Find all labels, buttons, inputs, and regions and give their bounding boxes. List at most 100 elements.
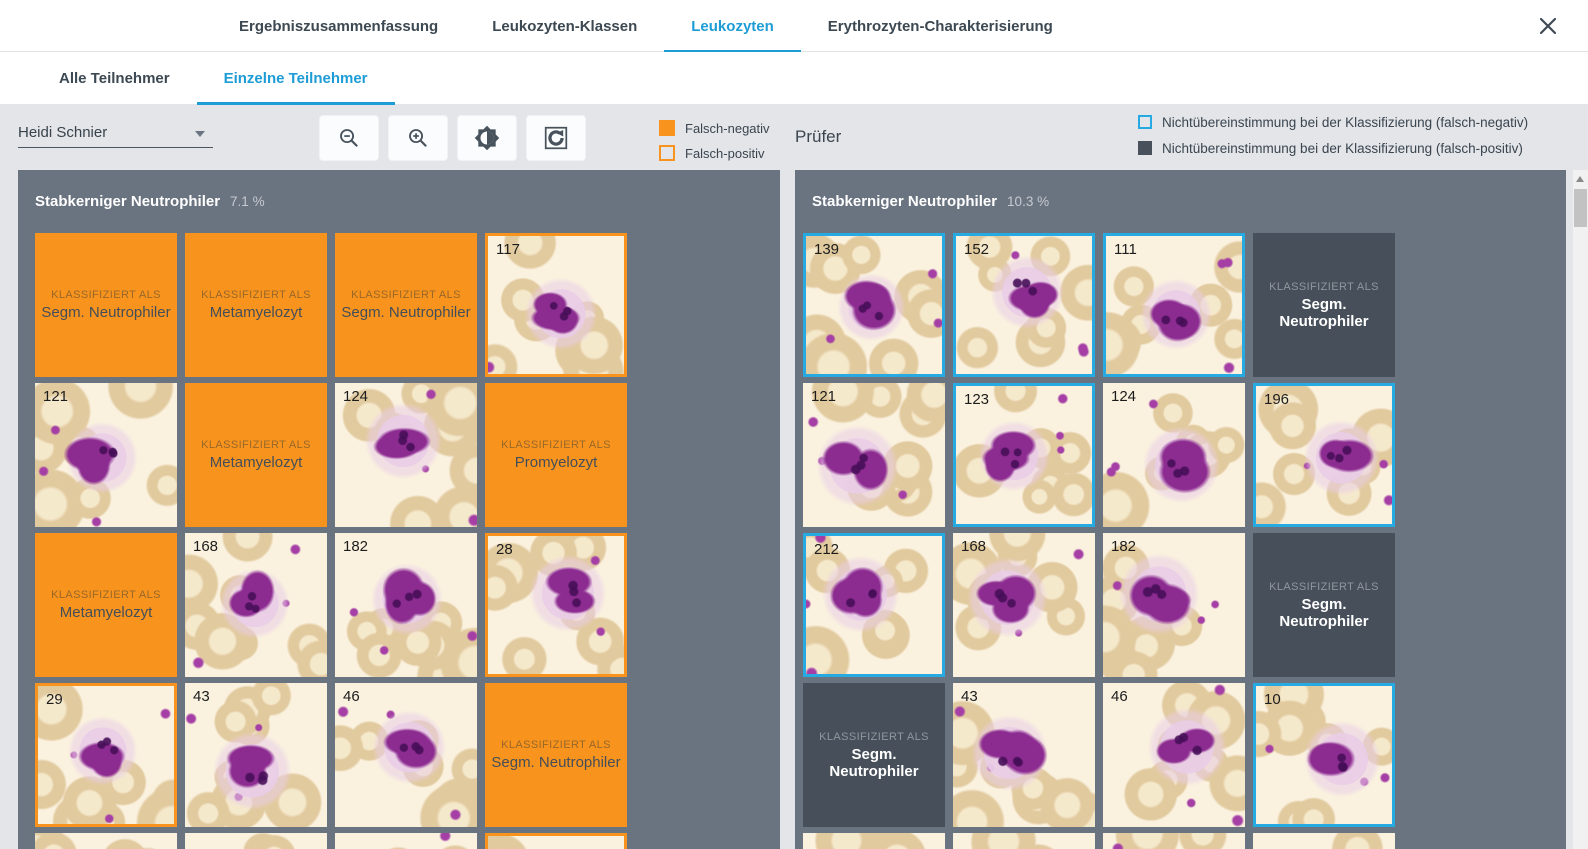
- blood-smear-image: [185, 833, 327, 849]
- participant-panel: Stabkerniger Neutrophiler 7.1 % KLASSIFI…: [18, 170, 780, 849]
- cell-number: 124: [1111, 388, 1137, 405]
- invert-rotate-icon: [543, 125, 569, 151]
- classified-as-tile[interactable]: KLASSIFIZIERT ALS Segm. Neutrophiler: [35, 233, 177, 377]
- cell-image-tile[interactable]: [803, 833, 945, 849]
- cell-image-tile[interactable]: [35, 833, 177, 849]
- cell-image-tile[interactable]: [1103, 833, 1245, 849]
- zoom-in-icon: [405, 125, 431, 151]
- cell-number: 117: [496, 241, 520, 258]
- brightness-contrast-icon: [474, 125, 500, 151]
- cell-image-tile[interactable]: 10: [1253, 683, 1395, 827]
- classified-as-class-name: Segm. Neutrophiler: [491, 754, 621, 771]
- legend-item: Nichtübereinstimmung bei der Klassifizie…: [1138, 111, 1528, 133]
- classified-as-tile[interactable]: KLASSIFIZIERT ALS Segm. Neutrophiler: [803, 683, 945, 827]
- classified-as-label: KLASSIFIZIERT ALS: [351, 289, 461, 301]
- participant-select[interactable]: Heidi Schnier: [18, 120, 213, 148]
- zoom-out-icon: [336, 125, 362, 151]
- examiner-panel: Stabkerniger Neutrophiler 10.3 % 139 152 1…: [795, 170, 1566, 849]
- cell-number: 121: [811, 388, 837, 405]
- cell-image-tile[interactable]: 123: [953, 383, 1095, 527]
- cell-image-tile[interactable]: 46: [1103, 683, 1245, 827]
- cell-image-tile[interactable]: 46: [335, 683, 477, 827]
- cell-image-tile[interactable]: 29: [35, 683, 177, 827]
- cell-image-tile[interactable]: 182: [1103, 533, 1245, 677]
- blood-smear-image: [803, 833, 945, 849]
- classified-as-tile[interactable]: KLASSIFIZIERT ALS Metamyelozyt: [185, 383, 327, 527]
- blood-smear-image: [1106, 236, 1242, 374]
- cell-image-tile[interactable]: 43: [953, 683, 1095, 827]
- tab-einzelne-teilnehmer[interactable]: Einzelne Teilnehmer: [196, 52, 395, 105]
- tab-ergebniszusammenfassung[interactable]: Ergebniszusammenfassung: [239, 17, 439, 35]
- panel-header: Stabkerniger Neutrophiler 7.1 %: [18, 170, 780, 233]
- zoom-in-button[interactable]: [388, 115, 448, 161]
- cell-image-tile[interactable]: 124: [335, 383, 477, 527]
- legend-item: Falsch-negativ: [659, 118, 770, 138]
- classified-as-label: KLASSIFIZIERT ALS: [201, 289, 311, 301]
- cell-image-tile[interactable]: 28: [485, 533, 627, 677]
- cell-class-percent: 7.1 %: [230, 194, 265, 209]
- legend-item: Falsch-positiv: [659, 143, 770, 163]
- cell-image-tile[interactable]: [335, 833, 477, 849]
- scrollbar[interactable]: [1573, 170, 1588, 849]
- tab-alle-teilnehmer[interactable]: Alle Teilnehmer: [59, 69, 170, 87]
- cell-image-tile[interactable]: 121: [35, 383, 177, 527]
- classified-as-tile[interactable]: KLASSIFIZIERT ALS Promyelozyt: [485, 383, 627, 527]
- classified-as-tile[interactable]: KLASSIFIZIERT ALS Metamyelozyt: [35, 533, 177, 677]
- cell-image-tile[interactable]: 152: [953, 233, 1095, 377]
- cell-image-tile[interactable]: 43: [185, 683, 327, 827]
- cell-image-tile[interactable]: [953, 833, 1095, 849]
- classified-as-class-name: Metamyelozyt: [209, 304, 303, 321]
- blood-smear-image: [803, 383, 945, 527]
- cell-image-tile[interactable]: 212: [803, 533, 945, 677]
- cell-image-tile[interactable]: 124: [1103, 383, 1245, 527]
- cell-image-tile[interactable]: 196: [1253, 383, 1395, 527]
- blood-smear-image: [1103, 383, 1245, 527]
- tab-leukozyten-klassen[interactable]: Leukozyten-Klassen: [492, 17, 638, 35]
- blood-smear-image: [953, 683, 1095, 827]
- cell-number: 43: [961, 688, 978, 705]
- cell-image-tile[interactable]: 139: [803, 233, 945, 377]
- classified-as-label: KLASSIFIZIERT ALS: [51, 589, 161, 601]
- classified-as-class-name: Metamyelozyt: [209, 454, 303, 471]
- blood-smear-image: [953, 533, 1095, 677]
- cell-image-tile[interactable]: 168: [953, 533, 1095, 677]
- classified-as-tile[interactable]: KLASSIFIZIERT ALS Metamyelozyt: [185, 233, 327, 377]
- blood-smear-image: [956, 386, 1092, 524]
- legend-label: Falsch-negativ: [685, 120, 770, 136]
- cell-image-tile[interactable]: [1253, 833, 1395, 849]
- classified-as-class-name: Promyelozyt: [514, 454, 598, 471]
- invert-rotate-button[interactable]: [526, 115, 586, 161]
- examiner-label: Prüfer: [795, 127, 842, 146]
- brightness-contrast-button[interactable]: [457, 115, 517, 161]
- main-tabs: Ergebniszusammenfassung Leukozyten-Klass…: [212, 0, 1080, 53]
- zoom-out-button[interactable]: [319, 115, 379, 161]
- classified-as-tile[interactable]: KLASSIFIZIERT ALS Segm. Neutrophiler: [335, 233, 477, 377]
- blood-smear-image: [806, 236, 942, 374]
- cell-image-tile[interactable]: 117: [485, 233, 627, 377]
- blood-smear-image: [1256, 686, 1392, 824]
- cell-image-tile[interactable]: 182: [335, 533, 477, 677]
- cell-image-tile[interactable]: 168: [185, 533, 327, 677]
- cell-image-tile[interactable]: [185, 833, 327, 849]
- scroll-up-icon[interactable]: [1576, 176, 1584, 182]
- cell-image-tile[interactable]: 121: [803, 383, 945, 527]
- cell-image-tile[interactable]: [485, 833, 627, 849]
- classified-as-label: KLASSIFIZIERT ALS: [1269, 580, 1379, 593]
- classified-as-tile[interactable]: KLASSIFIZIERT ALS Segm. Neutrophiler: [1253, 533, 1395, 677]
- cell-grid: KLASSIFIZIERT ALS Segm. Neutrophiler KLASS…: [18, 233, 780, 849]
- tab-leukozyten[interactable]: Leukozyten: [664, 0, 801, 53]
- close-icon[interactable]: [1536, 14, 1560, 38]
- scrollbar-thumb[interactable]: [1574, 189, 1587, 227]
- blood-smear-image: [1103, 533, 1245, 677]
- cell-number: 139: [814, 241, 840, 258]
- cell-image-tile[interactable]: 111: [1103, 233, 1245, 377]
- blood-smear-image: [1103, 833, 1245, 849]
- classified-as-tile[interactable]: KLASSIFIZIERT ALS Segm. Neutrophiler: [1253, 233, 1395, 377]
- tab-erythrozyten-charakterisierung[interactable]: Erythrozyten-Charakterisierung: [827, 17, 1053, 35]
- blood-smear-image: [185, 533, 327, 677]
- blood-smear-image: [335, 383, 477, 527]
- classified-as-tile[interactable]: KLASSIFIZIERT ALS Segm. Neutrophiler: [485, 683, 627, 827]
- blood-smear-image: [185, 683, 327, 827]
- participant-tab-bar: Alle Teilnehmer Einzelne Teilnehmer: [0, 52, 1588, 105]
- image-toolbar: [319, 115, 586, 161]
